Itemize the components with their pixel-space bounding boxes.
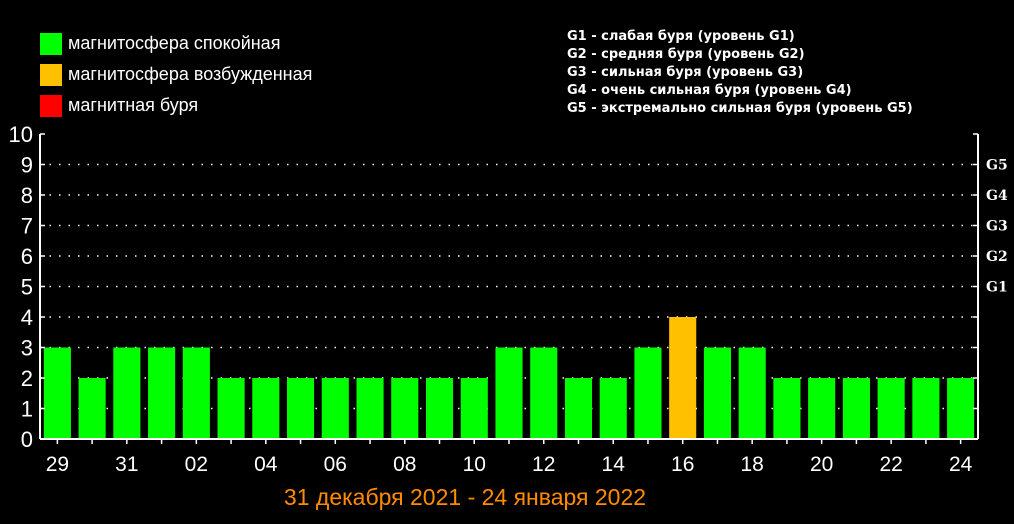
y-tick-label: 4 <box>21 305 33 330</box>
bar <box>391 378 419 439</box>
y-tick-label: 7 <box>21 214 33 239</box>
x-tick-label: 18 <box>741 453 764 476</box>
bar <box>321 378 349 439</box>
date-range: 31 декабря 2021 - 24 января 2022 <box>283 484 647 510</box>
y-tick-label: 8 <box>21 183 33 208</box>
legend-label-excited: магнитосфера возбужденная <box>68 64 313 84</box>
y-tick-label: 2 <box>21 366 33 391</box>
g-level-label: G1 <box>986 280 1008 296</box>
y-tick-label: 10 <box>9 122 33 147</box>
x-tick-label: 14 <box>602 453 626 476</box>
bar <box>43 347 71 439</box>
bar <box>564 378 593 439</box>
legend-label-storm: магнитная буря <box>68 95 199 115</box>
bar <box>217 378 245 439</box>
bar <box>356 378 384 439</box>
bar <box>425 378 454 439</box>
x-tick-label: 08 <box>393 453 416 476</box>
y-tick-label: 3 <box>21 336 33 361</box>
storm-level-g1: G1 - слабая буря (уровень G1) <box>567 29 795 44</box>
legend: магнитосфера спокойная магнитосфера возб… <box>40 28 312 121</box>
bar <box>113 347 141 439</box>
bar <box>669 317 697 439</box>
storm-swatch <box>40 94 62 117</box>
x-tick-label: 12 <box>532 453 555 476</box>
x-tick-label: 10 <box>463 453 486 476</box>
bar <box>877 378 905 439</box>
calm-swatch <box>40 32 62 55</box>
x-tick-label: 29 <box>46 453 69 476</box>
legend-label-calm: магнитосфера спокойная <box>68 33 281 53</box>
bar <box>530 347 558 439</box>
bar <box>808 378 836 439</box>
storm-level-g4: G4 - очень сильная буря (уровень G4) <box>567 83 852 98</box>
x-tick-label: 06 <box>324 453 347 476</box>
bar <box>287 378 315 439</box>
bar <box>738 347 766 439</box>
x-tick-label: 20 <box>810 453 833 476</box>
g-level-label: G4 <box>986 188 1008 204</box>
bar <box>703 347 731 439</box>
storm-level-g3: G3 - сильная буря (уровень G3) <box>567 65 804 80</box>
excited-swatch <box>40 63 62 86</box>
y-tick-label: 9 <box>21 153 33 178</box>
bar <box>460 378 488 439</box>
bar <box>634 347 662 439</box>
x-tick-label: 22 <box>879 453 902 476</box>
x-tick-label: 16 <box>671 453 694 476</box>
storm-level-legend: G1 - слабая буря (уровень G1) G2 - средн… <box>567 28 913 118</box>
bar <box>773 378 801 439</box>
bar <box>912 378 940 439</box>
x-tick-label: 04 <box>254 453 278 476</box>
bar <box>947 378 975 439</box>
x-tick-label: 24 <box>949 453 973 476</box>
storm-level-g5: G5 - экстремально сильная буря (уровень … <box>567 101 913 116</box>
bar <box>495 347 523 439</box>
bar <box>842 378 870 439</box>
y-tick-label: 1 <box>21 397 33 422</box>
x-tick-label: 31 <box>115 453 138 476</box>
g-level-label: G3 <box>986 219 1008 235</box>
bar <box>78 378 106 439</box>
storm-level-g2: G2 - средняя буря (уровень G2) <box>567 47 805 62</box>
bar <box>599 378 627 439</box>
y-tick-label: 0 <box>21 427 33 452</box>
legend-item-excited: магнитосфера возбужденная <box>40 59 312 90</box>
bar <box>148 347 176 439</box>
y-tick-label: 5 <box>21 275 33 300</box>
legend-item-storm: магнитная буря <box>40 90 312 121</box>
bar <box>182 347 210 439</box>
legend-item-calm: магнитосфера спокойная <box>40 28 312 59</box>
y-tick-label: 6 <box>21 244 33 269</box>
g-level-label: G2 <box>986 249 1008 265</box>
g-level-label: G5 <box>986 158 1008 174</box>
bar <box>252 378 280 439</box>
x-tick-label: 02 <box>185 453 208 476</box>
